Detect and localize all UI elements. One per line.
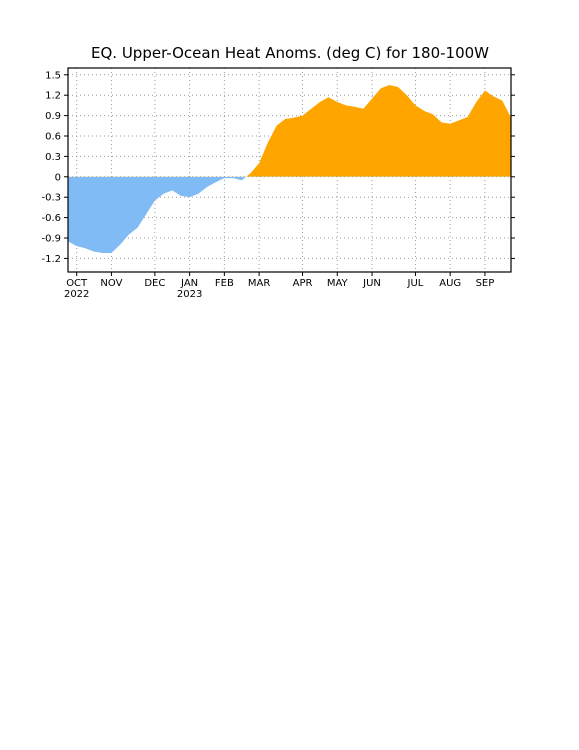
x-tick-label: JAN 2023 — [177, 278, 202, 300]
chart-title: EQ. Upper-Ocean Heat Anoms. (deg C) for … — [91, 44, 489, 62]
y-tick-label: -0.3 — [41, 193, 61, 204]
x-tick-label: JUL — [407, 278, 424, 289]
x-tick-label: MAY — [327, 278, 349, 289]
y-tick-label: 0.3 — [45, 152, 61, 163]
y-tick-label: -1.2 — [41, 254, 61, 265]
x-tick-label: FEB — [215, 278, 234, 289]
x-tick-label: SEP — [476, 278, 495, 289]
y-tick-label: 0.9 — [45, 111, 61, 122]
x-tick-label: OCT 2022 — [64, 278, 89, 300]
x-tick-label: DEC — [144, 278, 165, 289]
y-tick-label: -0.9 — [41, 234, 61, 245]
y-tick-label: 0.6 — [45, 132, 61, 143]
area-positive — [68, 85, 511, 177]
area-negative — [68, 176, 247, 253]
x-tick-label: JUN — [362, 278, 381, 289]
y-tick-label: 0 — [55, 172, 61, 183]
x-tick-label: APR — [293, 278, 313, 289]
plot-frame — [67, 67, 512, 273]
x-tick-label: AUG — [439, 278, 461, 289]
y-tick-label: -0.6 — [41, 213, 61, 224]
y-tick-label: 1.2 — [45, 91, 61, 102]
y-tick-label: 1.5 — [45, 70, 61, 81]
x-tick-label: NOV — [100, 278, 122, 289]
x-tick-label: MAR — [248, 278, 270, 289]
